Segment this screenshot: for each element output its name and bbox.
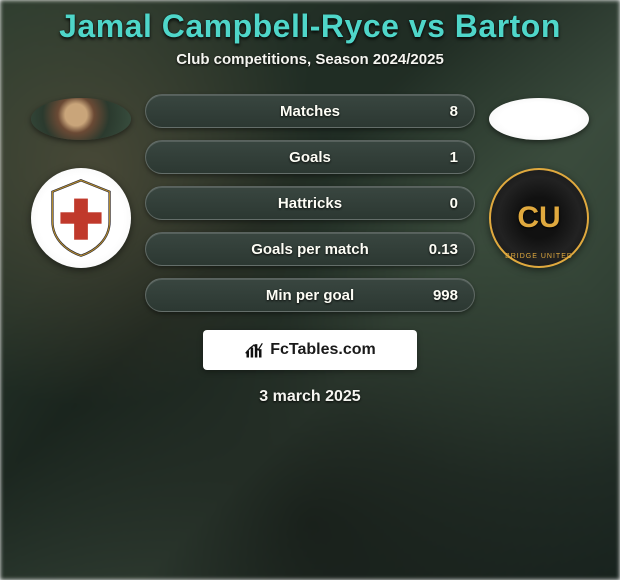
stat-label: Goals per match — [251, 241, 369, 258]
stat-label: Goals — [289, 149, 331, 166]
stat-value: 998 — [433, 287, 458, 304]
player-photo-right — [489, 98, 589, 140]
stats-list: Matches 8 Goals 1 Hattricks 0 Goals per … — [145, 92, 475, 312]
stat-label: Matches — [280, 103, 340, 120]
crest-right-ring: BRIDGE UNITED — [505, 253, 573, 260]
brand-badge: FcTables.com — [203, 330, 417, 370]
stat-value: 0.13 — [429, 241, 458, 258]
brand-label: FcTables.com — [270, 341, 376, 359]
club-crest-right: CU BRIDGE UNITED — [489, 168, 589, 268]
stat-value: 8 — [450, 103, 458, 120]
page-title: Jamal Campbell-Ryce vs Barton — [59, 8, 561, 45]
right-column: CU BRIDGE UNITED — [489, 92, 589, 268]
left-column — [31, 92, 131, 268]
stat-label: Min per goal — [266, 287, 354, 304]
stat-row-goals-per-match: Goals per match 0.13 — [145, 232, 475, 266]
stat-row-goals: Goals 1 — [145, 140, 475, 174]
stat-value: 1 — [450, 149, 458, 166]
stat-row-hattricks: Hattricks 0 — [145, 186, 475, 220]
player-photo-left — [31, 98, 131, 140]
chart-icon — [244, 340, 264, 360]
shield-icon — [45, 178, 117, 258]
stat-row-matches: Matches 8 — [145, 94, 475, 128]
stat-value: 0 — [450, 195, 458, 212]
main-row: Matches 8 Goals 1 Hattricks 0 Goals per … — [0, 92, 620, 312]
club-crest-left — [31, 168, 131, 268]
crest-right-text: CU — [517, 201, 560, 235]
stat-row-min-per-goal: Min per goal 998 — [145, 278, 475, 312]
subtitle: Club competitions, Season 2024/2025 — [176, 51, 444, 68]
comparison-card: Jamal Campbell-Ryce vs Barton Club compe… — [0, 0, 620, 580]
stat-label: Hattricks — [278, 195, 342, 212]
date-label: 3 march 2025 — [259, 388, 360, 406]
